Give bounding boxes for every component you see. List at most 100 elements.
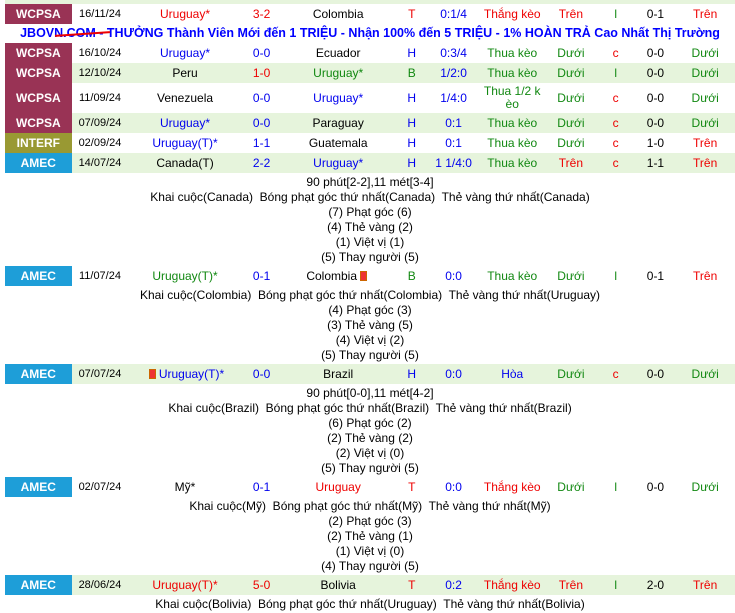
half-time-score: 0-0 bbox=[646, 90, 665, 105]
detail-line: (5) Thay người (5) bbox=[321, 250, 419, 264]
away-team-label: Brazil bbox=[323, 366, 354, 381]
score[interactable]: 0-0 bbox=[252, 45, 271, 60]
league-badge[interactable]: WCPSA bbox=[5, 83, 72, 113]
odd-even: l bbox=[614, 268, 617, 283]
away-team[interactable]: Uruguay bbox=[281, 480, 394, 494]
half-time-score: 0-0 bbox=[646, 479, 665, 494]
match-date: 28/06/24 bbox=[78, 578, 122, 591]
away-team[interactable]: Uruguay* bbox=[281, 66, 394, 80]
odd-even: l bbox=[614, 6, 617, 21]
handicap: 0:0 bbox=[445, 268, 462, 283]
bet-result: Thắng kèo bbox=[483, 6, 541, 21]
score[interactable]: 0-0 bbox=[252, 115, 271, 130]
away-team[interactable]: Ecuador bbox=[281, 46, 394, 60]
league-badge[interactable]: AMEC bbox=[5, 266, 72, 286]
half-time-score: 1-1 bbox=[646, 155, 665, 170]
away-team[interactable]: Paraguay bbox=[281, 116, 394, 130]
detail-line: (5) Thay người (5) bbox=[321, 461, 419, 475]
over-under: Dưới bbox=[557, 268, 585, 283]
promo-banner-link[interactable]: JBOVN.COM - THƯỞNG Thành Viên Mới đến 1 … bbox=[5, 24, 735, 43]
match-row: WCPSA 16/10/24 Uruguay* 0-0 Ecuador H 0:3/4 Thu… bbox=[5, 43, 735, 63]
match-row: AMEC 14/07/24 Canada(T) 2-2 Uruguay* H 1 1/4:0… bbox=[5, 153, 735, 173]
home-team[interactable]: Uruguay* bbox=[128, 115, 241, 130]
score[interactable]: 0-0 bbox=[252, 90, 271, 105]
home-team-label: Mỹ* bbox=[174, 479, 196, 494]
result: T bbox=[408, 6, 416, 21]
away-team[interactable]: Colombia bbox=[281, 7, 394, 21]
result: H bbox=[407, 45, 417, 60]
detail-line: Khai cuộc(Bolivia) Bóng phạt góc thứ nhấ… bbox=[155, 597, 585, 611]
over-under: Dưới bbox=[557, 115, 585, 130]
result: H bbox=[407, 366, 417, 381]
match-date: 02/07/24 bbox=[78, 480, 122, 493]
detail-line: 90 phút[0-0],11 mét[4-2] bbox=[306, 386, 434, 400]
odd-even: c bbox=[612, 135, 619, 150]
home-team[interactable]: Peru bbox=[128, 66, 241, 80]
detail-line: 90 phút[2-2],11 mét[3-4] bbox=[306, 175, 434, 189]
away-team[interactable]: Uruguay* bbox=[281, 155, 394, 170]
league-badge[interactable]: WCPSA bbox=[5, 4, 72, 24]
detail-line: (3) Thẻ vàng (5) bbox=[327, 318, 413, 332]
score[interactable]: 0-1 bbox=[252, 479, 271, 494]
result: H bbox=[407, 90, 417, 105]
match-row: WCPSA 16/11/24 Uruguay* 3-2 Colombia T 0:1/4 Th… bbox=[5, 4, 735, 24]
odd-even: c bbox=[612, 45, 619, 60]
score[interactable]: 0-0 bbox=[252, 366, 271, 381]
score[interactable]: 3-2 bbox=[252, 6, 271, 21]
bet-result: Hòa bbox=[501, 366, 524, 381]
match-details: Khai cuộc(Bolivia) Bóng phạt góc thứ nhấ… bbox=[5, 595, 735, 613]
result: H bbox=[407, 135, 417, 150]
away-team-label: Uruguay* bbox=[313, 155, 364, 170]
home-team[interactable]: Canada(T) bbox=[128, 156, 241, 170]
home-team[interactable]: Uruguay(T)* bbox=[128, 578, 241, 592]
home-team[interactable]: Uruguay(T)* bbox=[128, 367, 241, 381]
home-team-label: Venezuela bbox=[156, 90, 214, 105]
handicap: 1/4:0 bbox=[440, 90, 467, 105]
red-card-icon bbox=[148, 368, 156, 379]
half-over-under: Trên bbox=[693, 135, 718, 150]
home-team[interactable]: Uruguay(T)* bbox=[128, 269, 241, 283]
league-badge[interactable]: AMEC bbox=[5, 364, 72, 384]
home-team-label: Uruguay(T)* bbox=[152, 135, 218, 150]
over-under: Dưới bbox=[557, 366, 585, 381]
half-time-score: 0-0 bbox=[646, 65, 665, 80]
score[interactable]: 5-0 bbox=[252, 577, 271, 592]
score[interactable]: 0-1 bbox=[252, 268, 271, 283]
home-team[interactable]: Venezuela bbox=[128, 90, 241, 105]
away-team[interactable]: Bolivia bbox=[281, 578, 394, 592]
handicap: 0:1 bbox=[445, 135, 462, 150]
home-team[interactable]: Uruguay* bbox=[128, 7, 241, 21]
away-team[interactable]: Colombia bbox=[281, 269, 394, 283]
league-badge[interactable]: INTERF bbox=[5, 133, 72, 153]
bet-result: Thua kèo bbox=[487, 135, 538, 150]
away-team[interactable]: Guatemala bbox=[281, 136, 394, 150]
detail-line: (1) Việt vị (0) bbox=[335, 544, 405, 558]
league-badge[interactable]: WCPSA bbox=[5, 113, 72, 133]
home-team-label: Uruguay* bbox=[160, 115, 211, 130]
bet-result: Thua kèo bbox=[487, 268, 538, 283]
home-team[interactable]: Mỹ* bbox=[128, 479, 241, 494]
score[interactable]: 1-0 bbox=[252, 65, 271, 80]
score[interactable]: 2-2 bbox=[252, 155, 271, 170]
away-team[interactable]: Uruguay* bbox=[281, 91, 394, 105]
away-team[interactable]: Brazil bbox=[281, 366, 394, 381]
detail-line: Khai cuộc(Canada) Bóng phạt góc thứ nhất… bbox=[150, 190, 590, 204]
result: T bbox=[408, 577, 416, 592]
match-row: WCPSA 07/09/24 Uruguay* 0-0 Paraguay H 0:1 Thua… bbox=[5, 113, 735, 133]
header-strip bbox=[5, 0, 735, 4]
score[interactable]: 1-1 bbox=[252, 135, 271, 150]
match-details: 90 phút[0-0],11 mét[4-2] Khai cuộc(Brazil… bbox=[5, 384, 735, 477]
league-badge[interactable]: AMEC bbox=[5, 153, 72, 173]
over-under: Dưới bbox=[557, 135, 585, 150]
league-badge[interactable]: WCPSA bbox=[5, 43, 72, 63]
league-badge[interactable]: AMEC bbox=[5, 477, 72, 497]
bet-result: Thua kèo bbox=[487, 115, 538, 130]
home-team[interactable]: Uruguay* bbox=[128, 46, 241, 60]
half-over-under: Trên bbox=[693, 268, 718, 283]
league-badge[interactable]: WCPSA bbox=[5, 63, 72, 83]
half-over-under: Dưới bbox=[691, 115, 719, 130]
result: H bbox=[407, 115, 417, 130]
home-team[interactable]: Uruguay(T)* bbox=[128, 135, 241, 150]
half-over-under: Trên bbox=[693, 6, 718, 21]
league-badge[interactable]: AMEC bbox=[5, 575, 72, 595]
